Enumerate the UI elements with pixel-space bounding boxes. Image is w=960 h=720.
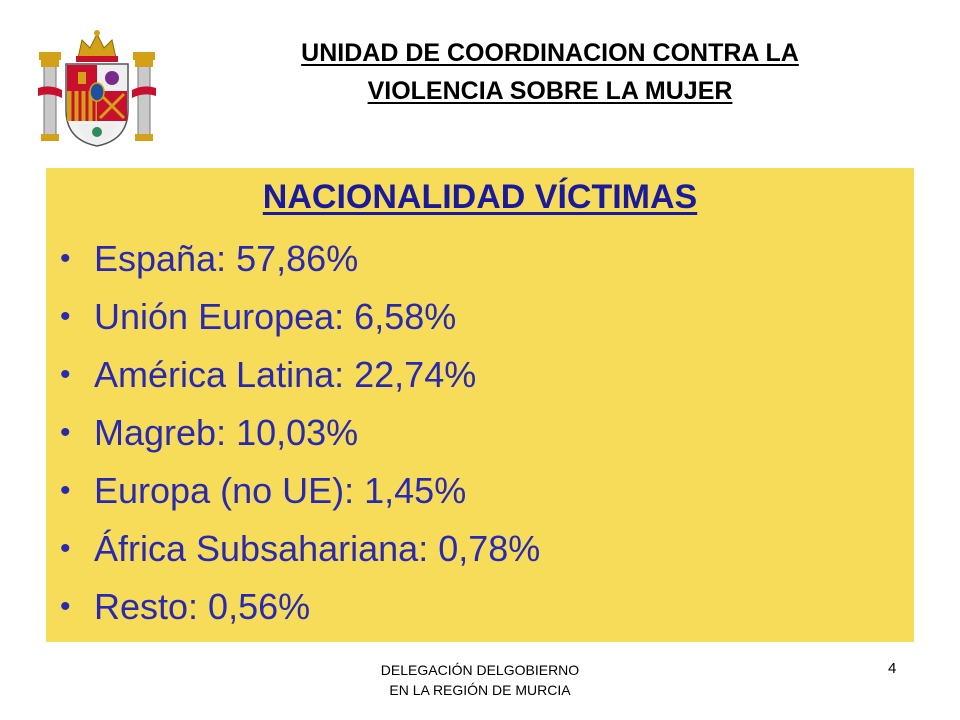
bullet-icon: • (60, 532, 71, 565)
footer-text: DELEGACIÓN DELGOBIERNO EN LA REGIÓN DE M… (310, 660, 650, 700)
panel-title: NACIONALIDAD VÍCTIMAS (262, 178, 698, 216)
list-item: • Unión Europea: 6,58% (60, 288, 540, 346)
list-item: • Resto: 0,56% (60, 578, 540, 636)
nationality-list: • España: 57,86% • Unión Europea: 6,58% • A… (60, 230, 540, 636)
page-number: 4 (888, 660, 897, 677)
spain-coat-of-arms-icon (38, 30, 156, 147)
header-title-line1: UNIDAD DE COORDINACION CONTRA LA (301, 39, 799, 67)
bullet-icon: • (60, 416, 71, 449)
footer-line2: EN LA REGIÓN DE MURCIA (389, 682, 571, 698)
page-header: UNIDAD DE COORDINACION CONTRA LA VIOLENC… (180, 34, 920, 110)
header-title-line2: VIOLENCIA SOBRE LA MUJER (367, 77, 733, 105)
bullet-icon: • (60, 242, 71, 275)
list-item: • África Subsahariana: 0,78% (60, 520, 540, 578)
content-panel: NACIONALIDAD VÍCTIMAS • España: 57,86% • U… (46, 168, 914, 642)
bullet-icon: • (60, 474, 71, 507)
list-item: • España: 57,86% (60, 230, 540, 288)
bullet-icon: • (60, 590, 71, 623)
list-item: • Magreb: 10,03% (60, 404, 540, 462)
footer-line1: DELEGACIÓN DELGOBIERNO (380, 662, 580, 678)
list-item: • Europa (no UE): 1,45% (60, 462, 540, 520)
bullet-icon: • (60, 358, 71, 391)
bullet-icon: • (60, 300, 71, 333)
list-item: • América Latina: 22,74% (60, 346, 540, 404)
